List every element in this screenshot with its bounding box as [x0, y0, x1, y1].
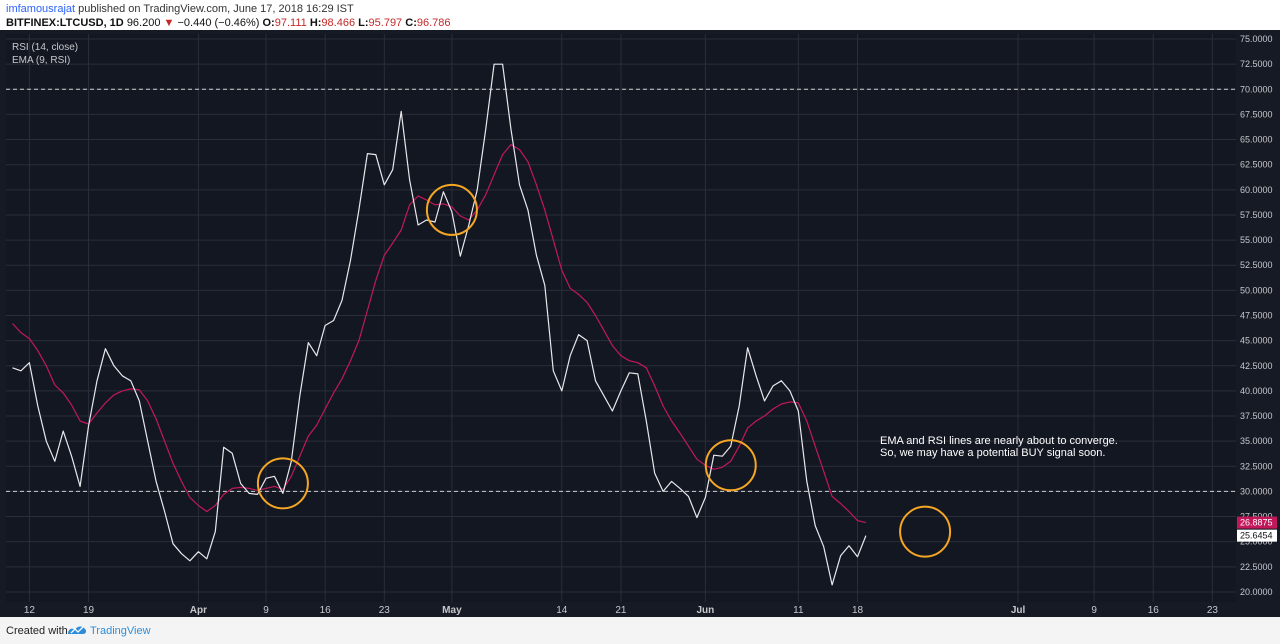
y-tick-label: 20.0000 [1240, 587, 1273, 597]
tradingview-brand[interactable]: TradingView [90, 625, 151, 637]
y-axis: 20.0000 22.5000 25.0000 27.5000 30.0000 32.50… [1240, 34, 1273, 597]
symbol-info: BITFINEX:LTCUSD, 1D 96.200 ▼ −0.440 (−0.… [6, 17, 451, 29]
x-tick-label: 16 [1148, 605, 1160, 616]
price-value: 96.200 [126, 17, 161, 29]
rsi-series [12, 63, 867, 586]
x-tick-label: 18 [852, 605, 864, 616]
legend-rsi: RSI (14, close) [12, 42, 78, 53]
published-text: published on TradingView.com, June 17, 2… [78, 3, 354, 15]
y-tick-label: 40.0000 [1240, 386, 1273, 396]
open-value: 97.111 [274, 17, 307, 29]
y-tick-label: 22.5000 [1240, 562, 1273, 572]
y-tick-label: 57.5000 [1240, 210, 1273, 220]
x-tick-label: 9 [263, 605, 269, 616]
tradingview-logo-icon[interactable] [67, 624, 87, 639]
y-tick-label: 37.5000 [1240, 411, 1273, 421]
annotation-line2: So, we may have a potential BUY signal s… [880, 447, 1105, 459]
legend-ema: EMA (9, RSI) [12, 55, 70, 66]
x-tick-label: 14 [556, 605, 568, 616]
symbol-label: BITFINEX:LTCUSD, 1D [6, 17, 124, 29]
y-tick-label: 25.0000 [1240, 537, 1273, 547]
highlight-circle [899, 505, 952, 558]
y-tick-label: 42.5000 [1240, 361, 1273, 371]
high-label: H: [309, 17, 322, 29]
y-tick-label: 50.0000 [1240, 285, 1273, 295]
high-value: 98.466 [321, 17, 356, 29]
y-tick-label: 45.0000 [1240, 336, 1273, 346]
y-tick-label: 70.0000 [1240, 84, 1273, 94]
highlight-circle [704, 439, 757, 492]
price-change: −0.440 (−0.46%) [177, 17, 260, 29]
low-label: L: [358, 17, 369, 29]
x-tick-label: 9 [1091, 605, 1097, 616]
y-tick-label: 65.0000 [1240, 135, 1273, 145]
y-tick-label: 55.0000 [1240, 235, 1273, 245]
close-label: C: [405, 17, 417, 29]
x-tick-label: May [442, 605, 462, 616]
grid [6, 34, 1236, 602]
x-tick-label: Jun [697, 605, 715, 616]
created-with-text: Created with [6, 625, 68, 637]
y-tick-label: 35.0000 [1240, 436, 1273, 446]
level-lines [6, 88, 1236, 492]
close-value: 96.786 [416, 17, 451, 29]
y-tick-label: 47.5000 [1240, 310, 1273, 320]
author-link[interactable]: imfamousrajat [6, 3, 76, 15]
annotation-line1: EMA and RSI lines are nearly about to co… [880, 435, 1118, 447]
highlight-circles [256, 183, 952, 558]
y-tick-label: 67.5000 [1240, 109, 1273, 119]
rsi-last-badge [1237, 529, 1277, 542]
down-arrow-icon: ▼ [163, 17, 175, 29]
ema-last-badge [1237, 516, 1277, 529]
rsi-last-value: 25.6454 [1240, 531, 1273, 541]
y-tick-label: 72.5000 [1240, 59, 1273, 69]
footer: Created with TradingView [0, 617, 1280, 644]
x-tick-label: 23 [379, 605, 391, 616]
y-tick-label: 32.5000 [1240, 461, 1273, 471]
last-value-badges: 26.8875 25.6454 [1237, 516, 1277, 542]
y-tick-label: 52.5000 [1240, 260, 1273, 270]
rsi-chart[interactable]: 20.0000 22.5000 25.0000 27.5000 30.0000 32.50… [0, 30, 1280, 617]
y-tick-label: 27.5000 [1240, 512, 1273, 522]
open-label: O: [262, 17, 275, 29]
ema-series [12, 143, 867, 524]
ema-last-value: 26.8875 [1240, 518, 1273, 528]
x-axis: 12 19 Apr 9 16 23 May 14 21 Jun 11 18 Jul 9 16 23 [24, 605, 1219, 616]
highlight-circle [425, 183, 478, 236]
x-tick-label: 11 [793, 605, 804, 616]
low-value: 95.797 [368, 17, 403, 29]
annotation: EMA and RSI lines are nearly about to co… [880, 435, 1118, 459]
x-tick-label: 23 [1207, 605, 1219, 616]
y-tick-label: 30.0000 [1240, 486, 1273, 496]
chart-area[interactable]: 20.0000 22.5000 25.0000 27.5000 30.0000 32.50… [0, 30, 1280, 617]
chart-header: imfamousrajat published on TradingView.c… [0, 0, 1280, 30]
x-tick-label: Apr [190, 605, 207, 616]
highlight-circle [256, 457, 309, 510]
y-tick-label: 75.0000 [1240, 34, 1273, 44]
x-tick-label: 12 [24, 605, 36, 616]
x-tick-label: 16 [320, 605, 332, 616]
y-tick-label: 60.0000 [1240, 185, 1273, 195]
y-tick-label: 62.5000 [1240, 160, 1273, 170]
publish-info: imfamousrajat published on TradingView.c… [6, 3, 354, 15]
legend: RSI (14, close) EMA (9, RSI) [12, 42, 78, 66]
x-tick-label: 21 [615, 605, 627, 616]
ema-line [12, 143, 867, 524]
x-tick-label: 19 [83, 605, 95, 616]
x-tick-label: Jul [1011, 605, 1026, 616]
rsi-line [12, 63, 867, 586]
